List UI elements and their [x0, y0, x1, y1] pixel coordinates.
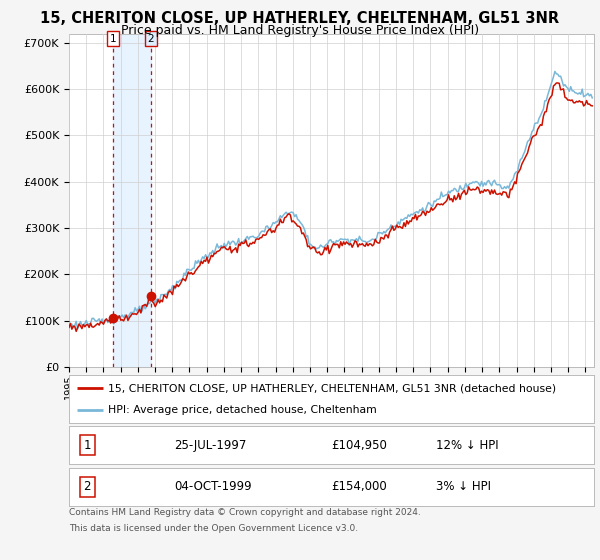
Text: HPI: Average price, detached house, Cheltenham: HPI: Average price, detached house, Chel…: [109, 405, 377, 415]
Bar: [113, 34, 151, 367]
Text: Contains HM Land Registry data © Crown copyright and database right 2024.: Contains HM Land Registry data © Crown c…: [69, 508, 421, 517]
Text: 04-OCT-1999: 04-OCT-1999: [174, 480, 251, 493]
Text: 15, CHERITON CLOSE, UP HATHERLEY, CHELTENHAM, GL51 3NR (detached house): 15, CHERITON CLOSE, UP HATHERLEY, CHELTE…: [109, 383, 557, 393]
Text: This data is licensed under the Open Government Licence v3.0.: This data is licensed under the Open Gov…: [69, 524, 358, 533]
Text: 1: 1: [83, 438, 91, 452]
Text: £104,950: £104,950: [331, 438, 388, 452]
Text: 2: 2: [148, 34, 154, 44]
Text: Price paid vs. HM Land Registry's House Price Index (HPI): Price paid vs. HM Land Registry's House …: [121, 24, 479, 36]
Text: 2: 2: [83, 480, 91, 493]
Text: £154,000: £154,000: [331, 480, 387, 493]
Text: 3% ↓ HPI: 3% ↓ HPI: [437, 480, 491, 493]
Text: 15, CHERITON CLOSE, UP HATHERLEY, CHELTENHAM, GL51 3NR: 15, CHERITON CLOSE, UP HATHERLEY, CHELTE…: [40, 11, 560, 26]
Text: 25-JUL-1997: 25-JUL-1997: [174, 438, 247, 452]
Text: 12% ↓ HPI: 12% ↓ HPI: [437, 438, 499, 452]
Text: 1: 1: [110, 34, 116, 44]
